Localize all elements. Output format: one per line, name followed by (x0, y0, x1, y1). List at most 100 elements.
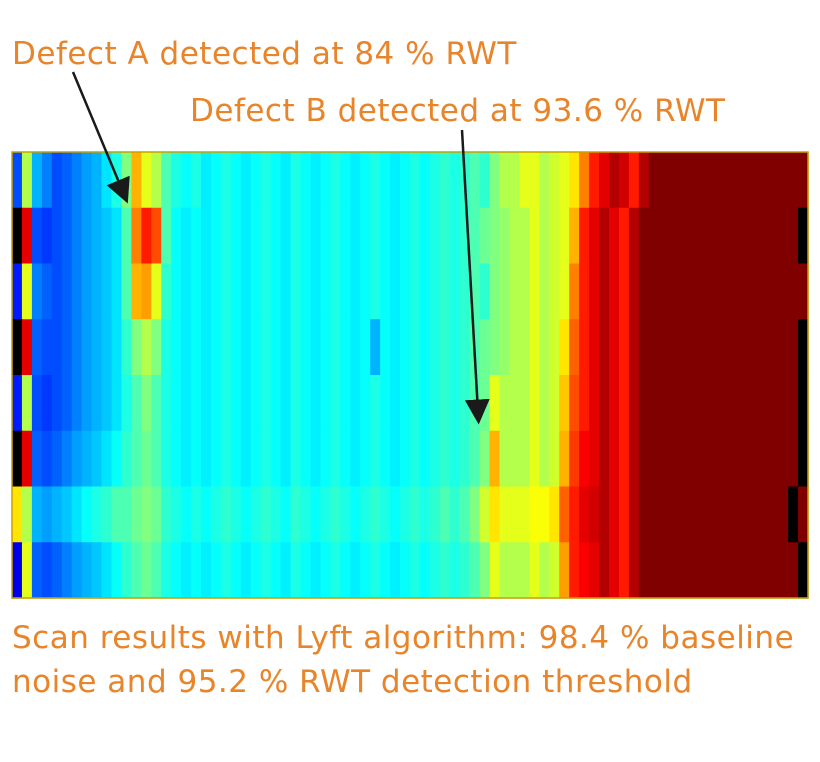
heatmap-cell (449, 263, 461, 320)
heatmap-cell (459, 430, 471, 488)
heatmap-cell (648, 263, 660, 320)
heatmap-cell (569, 430, 580, 488)
heatmap-cell (310, 542, 322, 599)
heatmap-cell (489, 542, 501, 599)
heatmap-cell (788, 375, 799, 432)
heatmap-cell (12, 375, 23, 432)
heatmap-cell (768, 263, 779, 320)
heatmap-cell (141, 152, 152, 209)
heatmap-cell (638, 486, 650, 543)
heatmap-cell (439, 430, 451, 488)
heatmap-cell (21, 319, 33, 376)
heatmap-cell (768, 486, 779, 543)
heatmap-cell (240, 263, 252, 320)
heatmap-cells (12, 152, 809, 599)
heatmap-cell (698, 486, 710, 543)
heatmap-cell (270, 319, 282, 376)
heatmap-cell (290, 486, 302, 543)
heatmap-cell (250, 207, 262, 265)
heatmap-cell (648, 319, 660, 376)
heatmap-cell (589, 319, 600, 376)
heatmap-cell (499, 263, 511, 320)
heatmap-cell (758, 430, 769, 488)
heatmap-cell (31, 486, 43, 543)
heatmap-cell (51, 375, 63, 432)
heatmap-cell (81, 375, 93, 432)
heatmap-cell (320, 263, 331, 320)
heatmap-cell (529, 263, 540, 320)
heatmap-cell (111, 263, 123, 320)
heatmap-cell (499, 430, 511, 488)
heatmap-cell (340, 319, 351, 376)
heatmap-cell (330, 152, 341, 209)
heatmap-cell (181, 152, 192, 209)
heatmap-cell (549, 542, 560, 599)
heatmap-cell (519, 430, 530, 488)
heatmap-cell (708, 542, 720, 599)
heatmap-cell (748, 207, 759, 265)
heatmap-cell (151, 207, 162, 265)
heatmap-cell (121, 319, 132, 376)
heatmap-cell (728, 263, 739, 320)
heatmap-cell (519, 486, 530, 543)
heatmap-cell (559, 319, 570, 376)
heatmap-cell (748, 263, 759, 320)
heatmap-cell (718, 152, 729, 209)
heatmap-cell (61, 263, 73, 320)
heatmap-cell (201, 319, 212, 376)
heatmap-cell (778, 207, 789, 265)
heatmap-cell (549, 486, 560, 543)
heatmap-cell (489, 152, 501, 209)
heatmap-cell (589, 152, 600, 209)
heatmap-cell (788, 207, 799, 265)
heatmap-cell (161, 263, 172, 320)
heatmap-cell (81, 542, 93, 599)
heatmap-cell (350, 486, 361, 543)
heatmap-cell (410, 207, 421, 265)
heatmap-cell (380, 263, 391, 320)
heatmap-cell (449, 152, 461, 209)
heatmap-cell (559, 486, 570, 543)
heatmap-cell (559, 542, 570, 599)
heatmap-cell (400, 430, 411, 488)
heatmap-cell (439, 207, 451, 265)
heatmap-cell (439, 263, 451, 320)
heatmap-cell (260, 375, 272, 432)
heatmap-cell (51, 263, 63, 320)
heatmap-cell (191, 430, 202, 488)
heatmap-cell (21, 486, 33, 543)
heatmap-cell (479, 430, 491, 488)
heatmap-cell (569, 263, 580, 320)
heatmap-cell (648, 207, 660, 265)
heatmap-cell (400, 486, 411, 543)
heatmap-cell (688, 319, 700, 376)
heatmap-cell (419, 319, 431, 376)
heatmap-cell (678, 263, 690, 320)
heatmap-cell (559, 375, 570, 432)
heatmap-cell (400, 319, 411, 376)
heatmap-cell (320, 319, 331, 376)
heatmap-cell (668, 375, 680, 432)
heatmap-cell (141, 263, 152, 320)
heatmap-cell (609, 375, 620, 432)
heatmap-cell (320, 207, 331, 265)
heatmap-cell (529, 152, 540, 209)
heatmap-cell (509, 486, 521, 543)
heatmap-cell (688, 375, 700, 432)
heatmap-cell (151, 542, 162, 599)
heatmap-cell (131, 319, 142, 376)
heatmap-cell (21, 263, 33, 320)
heatmap-cell (788, 152, 799, 209)
heatmap-cell (419, 430, 431, 488)
heatmap-cell (489, 319, 501, 376)
heatmap-cell (131, 430, 142, 488)
heatmap-cell (509, 375, 521, 432)
heatmap-cell (131, 542, 142, 599)
heatmap-cell (788, 486, 799, 543)
heatmap-cell (589, 486, 600, 543)
heatmap-cell (658, 430, 670, 488)
heatmap-cell (250, 319, 262, 376)
heatmap-cell (71, 542, 83, 599)
heatmap-cell (51, 542, 63, 599)
heatmap-cell (300, 319, 312, 376)
